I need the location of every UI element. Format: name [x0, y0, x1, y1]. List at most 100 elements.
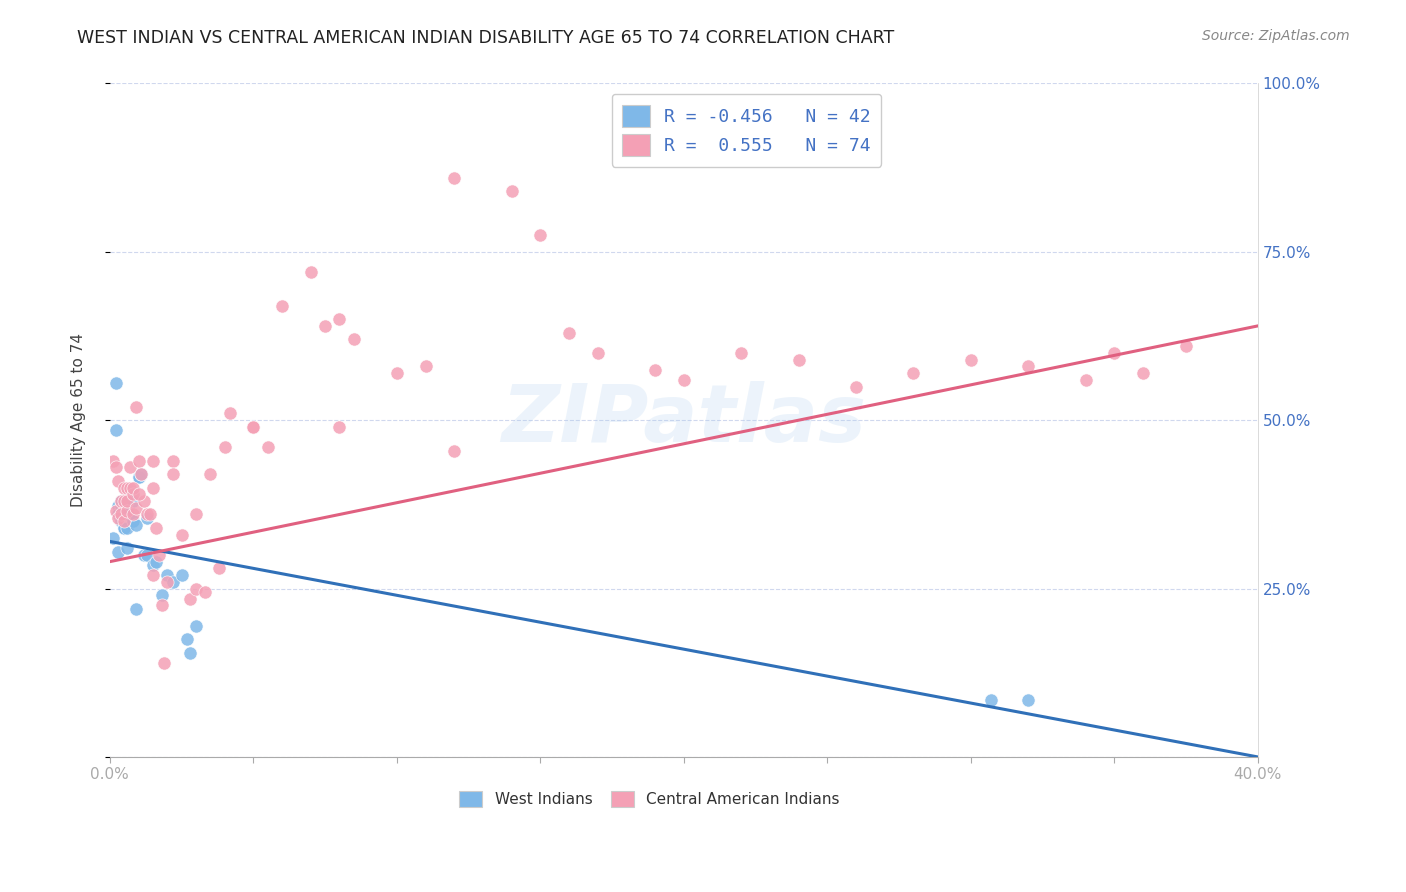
Point [959, 352, 981, 367]
Point [142, 481, 165, 495]
Point [107, 511, 129, 525]
Point [115, 494, 138, 508]
Point [145, 521, 167, 535]
Point [443, 170, 465, 185]
Point [131, 467, 153, 481]
Point [980, 692, 1002, 706]
Point [118, 460, 141, 475]
Point [343, 332, 366, 346]
Point [256, 440, 278, 454]
Point [1175, 339, 1198, 353]
Text: WEST INDIAN VS CENTRAL AMERICAN INDIAN DISABILITY AGE 65 TO 74 CORRELATION CHART: WEST INDIAN VS CENTRAL AMERICAN INDIAN D… [77, 29, 894, 46]
Point [136, 511, 159, 525]
Point [193, 585, 215, 599]
Y-axis label: Disability Age 65 to 74: Disability Age 65 to 74 [72, 334, 86, 508]
Point [128, 470, 150, 484]
Point [118, 481, 141, 495]
Point [443, 443, 465, 458]
Point [121, 514, 143, 528]
Point [112, 481, 135, 495]
Point [112, 521, 135, 535]
Point [128, 470, 150, 484]
Point [131, 467, 153, 481]
Point [121, 494, 143, 508]
Point [903, 366, 925, 380]
Point [184, 582, 207, 596]
Point [121, 514, 143, 528]
Point [179, 591, 201, 606]
Point [184, 508, 207, 522]
Point [150, 588, 173, 602]
Point [145, 555, 167, 569]
Point [845, 379, 868, 393]
Point [672, 373, 695, 387]
Point [644, 362, 666, 376]
Point [179, 646, 201, 660]
Point [136, 548, 159, 562]
Point [314, 318, 336, 333]
Point [112, 494, 135, 508]
Text: ZIPatlas: ZIPatlas [502, 381, 866, 459]
Point [328, 312, 350, 326]
Point [112, 521, 135, 535]
Point [112, 508, 135, 522]
Point [118, 483, 141, 498]
Point [1017, 359, 1039, 374]
Point [107, 500, 129, 514]
Point [118, 487, 141, 501]
Point [1132, 366, 1154, 380]
Point [110, 494, 132, 508]
Point [112, 514, 135, 528]
Point [134, 494, 156, 508]
Point [142, 558, 165, 572]
Point [115, 508, 138, 522]
Point [110, 514, 132, 528]
Point [176, 632, 198, 646]
Point [208, 561, 231, 575]
Point [184, 618, 207, 632]
Point [115, 481, 138, 495]
Point [128, 487, 150, 501]
Point [156, 574, 179, 589]
Point [150, 599, 173, 613]
Point [104, 460, 127, 475]
Point [115, 541, 138, 556]
Point [128, 453, 150, 467]
Point [112, 494, 135, 508]
Point [110, 508, 132, 522]
Point [558, 326, 581, 340]
Point [1074, 373, 1097, 387]
Point [142, 453, 165, 467]
Point [162, 467, 184, 481]
Point [200, 467, 222, 481]
Point [170, 527, 193, 541]
Point [328, 420, 350, 434]
Point [121, 487, 143, 501]
Legend: West Indians, Central American Indians: West Indians, Central American Indians [453, 784, 845, 814]
Point [242, 420, 264, 434]
Point [121, 508, 143, 522]
Point [148, 548, 170, 562]
Point [125, 517, 148, 532]
Point [110, 500, 132, 514]
Point [107, 508, 129, 522]
Point [156, 568, 179, 582]
Point [153, 656, 176, 670]
Point [214, 440, 236, 454]
Point [136, 508, 159, 522]
Point [107, 474, 129, 488]
Point [115, 521, 138, 535]
Point [242, 420, 264, 434]
Point [115, 504, 138, 518]
Point [501, 184, 523, 198]
Point [529, 227, 551, 242]
Point [170, 568, 193, 582]
Point [162, 453, 184, 467]
Point [271, 299, 294, 313]
Point [586, 346, 609, 360]
Point [104, 504, 127, 518]
Point [219, 407, 242, 421]
Point [1017, 692, 1039, 706]
Point [101, 453, 124, 467]
Point [385, 366, 408, 380]
